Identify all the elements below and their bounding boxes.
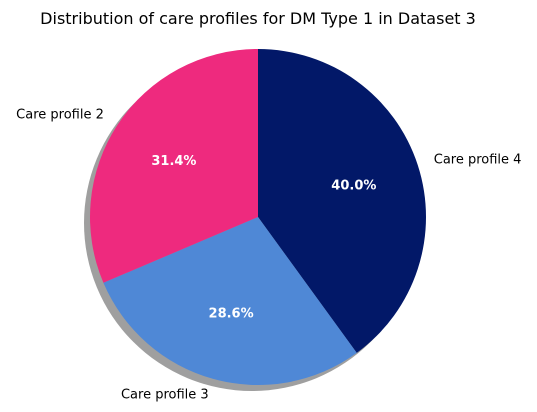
pct-label-care-profile-4: 40.0% (331, 178, 376, 193)
slice-label-care-profile-4: Care profile 4 (434, 152, 522, 167)
chart-title: Distribution of care profiles for DM Typ… (40, 9, 476, 28)
pct-label-care-profile-2: 31.4% (151, 154, 196, 169)
slice-label-care-profile-2: Care profile 2 (16, 108, 104, 123)
pie-slices (90, 49, 426, 385)
pie-slice-care-profile-2 (90, 49, 258, 283)
pie-slice-care-profile-4 (258, 49, 426, 353)
pct-label-care-profile-3: 28.6% (209, 307, 254, 322)
pie-labels: Care profile 4 40.0% Care profile 3 28.6% Ca… (16, 108, 521, 403)
slice-label-care-profile-3: Care profile 3 (121, 388, 209, 403)
pie-slice-care-profile-3 (103, 217, 357, 385)
